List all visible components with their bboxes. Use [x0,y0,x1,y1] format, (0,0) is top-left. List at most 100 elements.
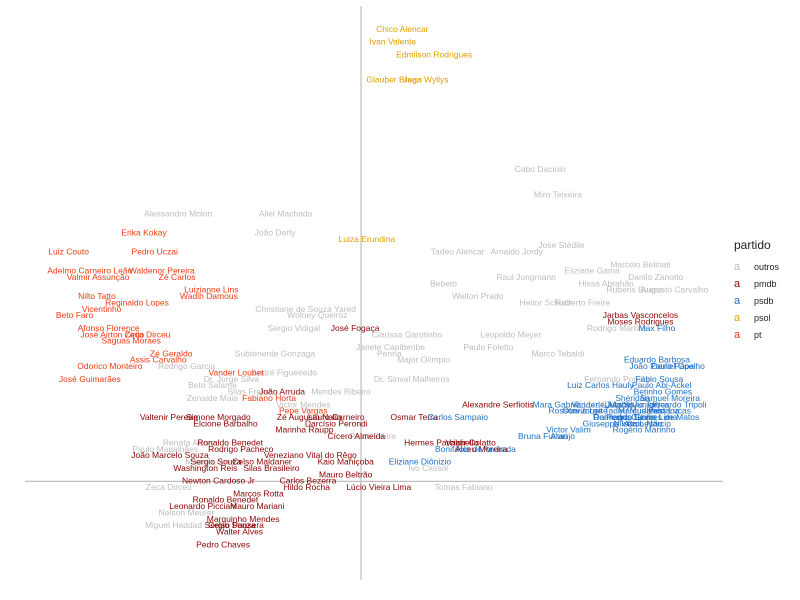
point-label: Carlos Bezerra [280,476,337,486]
point-label: Afonso Florence [78,323,140,333]
legend-label: outros [754,261,780,272]
point-label: Wadih Damous [180,291,238,301]
point-label: Waldenor Pereira [129,266,195,276]
point-label: Pedro Chaves [196,539,250,549]
point-label: Hissa Abrahão [579,278,635,288]
point-label: Marcelo Belinati [610,259,671,269]
point-label: Mauro Beltrão [319,469,373,479]
point-label: Max Filho [639,323,676,333]
point-label: Pepe Vargas [279,406,328,416]
point-label: Tadeu Alencar [431,247,485,257]
point-label: Eduardo Barbosa [624,355,690,365]
point-label: Samuel Moreira [640,393,700,403]
point-label: Augusto Carvalho [641,285,709,295]
point-label: Valmir Assunção [67,272,130,282]
point-label: Alexandre Serfiotis [462,399,533,409]
legend-item-outros: a outros [734,258,779,275]
point-label: Clarissa Garotinho [372,329,443,339]
point-label: Victor Valim [546,425,591,435]
point-label: Beto Salame [188,380,237,390]
legend-key-glyph: a [734,328,741,341]
legend-title: partido [734,238,771,252]
point-label: Subtenente Gonzaga [235,348,316,358]
axes [25,6,723,580]
point-label: Betinho Gomes [634,387,693,397]
point-label: Zé Augusto Nalin [277,412,342,422]
point-label: Osmar Terra [391,412,438,422]
point-label: Zé Geraldo [150,348,193,358]
point-label: Paulo Abi-Ackel [632,380,692,390]
point-label: Tomas Fabiano [435,482,493,492]
point-label: Miguel Haddad [145,520,202,530]
point-label: Zenaide Maia [187,393,239,403]
point-label: Luiz Cauduro [583,399,634,409]
point-label: Leonardo Picciani [169,501,237,511]
point-label: Hildo Rocha [284,482,331,492]
point-label: Marcus Pestana [618,406,680,416]
point-label: Jean Wyllys [403,75,448,85]
point-label: Pedro Cunha Lima [606,412,677,422]
point-label: Rodrigo Pacheco [208,444,273,454]
legend-label: pt [754,329,762,340]
point-label: Ronaldo Benedet [197,437,263,447]
point-label: Simone Morgado [186,412,251,422]
point-label: Odorico Monteiro [77,361,142,371]
point-label: Bruna Furlan [518,431,567,441]
point-label: Raimundo Gomes de Matos [593,412,699,422]
point-label: Marco Tebaldi [532,348,585,358]
point-label: Washington Reis [173,463,237,473]
point-label: João Derly [255,227,296,237]
point-label: Jorge Tadeu Mudalen [581,406,663,416]
point-label: Walter Alves [216,527,263,537]
point-label: Paulo Magalhães [132,444,198,454]
point-label: Miro Teixeira [534,189,582,199]
point-label: Nelson Meurer [159,507,215,517]
point-label: Ricardo Tripoli [652,399,706,409]
point-label: Rogério Marinho [613,425,676,435]
point-label: Lúcio Vieira Lima [346,482,411,492]
point-label: Carlos Sampaio [427,412,488,422]
point-label: Arnaldo Jordy [490,247,543,257]
point-label: Marquinho Mendes [207,514,280,524]
point-label: Mendes Ribeiro [311,387,371,397]
point-label: Alceu Moreira [455,444,508,454]
point-label: Jarbas Vasconcelos [603,310,678,320]
point-label: João Marcelo Souza [131,450,209,460]
point-label: Paulo Foletto [463,342,513,352]
point-label: Wolney Queiroz [287,310,347,320]
point-label: Rossoni [548,406,579,416]
point-label: Lauro Carneiro [308,412,365,422]
point-label: Luiz Carlos Hauly [567,380,634,390]
point-label: Silvio Torres [623,399,669,409]
point-label: Bonifácio de Andrada [435,444,516,454]
point-label: Otavio Leite [562,406,608,416]
point-label: Renata Abreu [163,437,215,447]
point-label: Alessandro Molon [144,208,212,218]
point-label: Sergio Souza [205,520,256,530]
point-label: André Figueiredo [252,367,317,377]
point-label: Rubens Bueno [606,285,663,295]
point-label: Celso Pansera [208,520,264,530]
legend-label: pmdb [754,278,777,289]
point-label: Pedro Uczai [132,247,178,257]
point-label: Hermes Parcianello [404,437,478,447]
point-label: Reginaldo Lopes [105,297,169,307]
point-label: Kaio Maniçoba [318,457,375,467]
legend-key-glyph: a [734,311,741,324]
legend-key-glyph: a [734,277,741,290]
point-label: Silas Freire [228,387,271,397]
point-label: Paulo Freire [350,431,397,441]
point-label: Cabo Daciolo [515,164,566,174]
legend-items: a outros a pmdb a psdb a psol a pt [734,258,779,343]
point-label: Christiane de Souza Yared [255,304,356,314]
point-label: Vander Loubet [208,367,264,377]
point-label: João Arruda [259,387,305,397]
point-label: Roberto Freire [555,297,610,307]
point-label: Moses Rodrigues [607,317,673,327]
point-label: Fernando Ponson [584,374,652,384]
point-label: Izalci Lucas [647,406,691,416]
point-label: Fábio Sousa [635,374,683,384]
point-label: Welton Prado [452,291,504,301]
points-layer: Cabo Daciolo Miro Teixeira Aliel Machado Jo… [47,24,708,549]
point-label: Celso Maldaner [232,457,292,467]
